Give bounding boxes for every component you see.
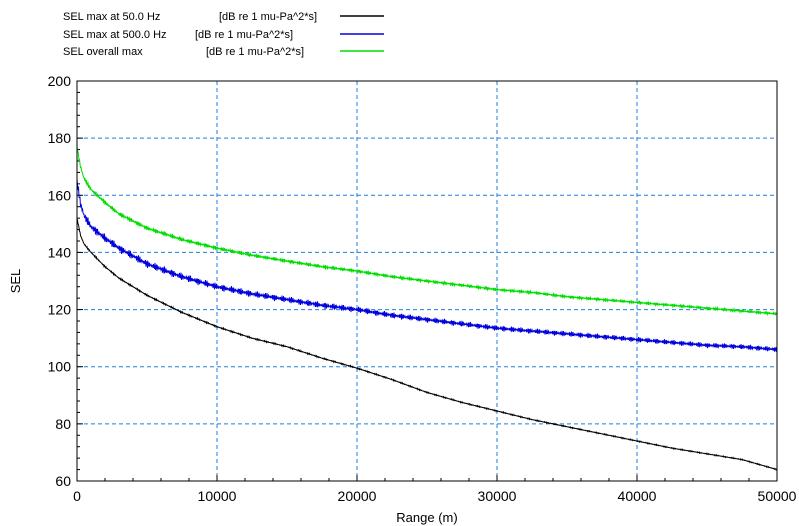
y-axis-label: SEL [8, 269, 23, 294]
y-tick-label: 160 [48, 187, 72, 203]
x-tick-labels: 0 10000 20000 30000 40000 50000 [73, 488, 797, 504]
legend-unit-2: [dB re 1 mu-Pa^2*s] [206, 46, 304, 58]
x-tick-label: 0 [73, 488, 81, 504]
x-tick-label: 40000 [618, 488, 657, 504]
legend: SEL max at 50.0 Hz [dB re 1 mu-Pa^2*s] S… [63, 11, 384, 58]
legend-unit-1: [dB re 1 mu-Pa^2*s] [195, 29, 293, 41]
x-axis-label: Range (m) [396, 510, 457, 525]
y-tick-label: 120 [48, 302, 72, 318]
y-tick-label: 180 [48, 130, 72, 146]
series-layer [76, 145, 778, 471]
x-tick-label: 20000 [338, 488, 377, 504]
x-tick-label: 10000 [198, 488, 237, 504]
grid-lines [77, 81, 777, 481]
series-line-1 [76, 178, 778, 353]
x-tick-label: 50000 [758, 488, 797, 504]
legend-unit-0: [dB re 1 mu-Pa^2*s] [219, 11, 317, 23]
y-tick-label: 200 [48, 73, 72, 89]
legend-label-2: SEL overall max [63, 46, 143, 58]
plot-frame [76, 80, 778, 482]
x-tick-label: 30000 [478, 488, 517, 504]
y-tick-label: 140 [48, 244, 72, 260]
legend-label-1: SEL max at 500.0 Hz [63, 29, 167, 41]
y-tick-label: 100 [48, 359, 72, 375]
series-line-0 [76, 218, 778, 471]
y-tick-label: 80 [55, 416, 71, 432]
y-tick-labels: 60 80 100 120 140 160 180 200 [48, 73, 72, 489]
y-tick-label: 60 [55, 473, 71, 489]
legend-label-0: SEL max at 50.0 Hz [63, 11, 160, 23]
series-line-2 [76, 145, 778, 317]
